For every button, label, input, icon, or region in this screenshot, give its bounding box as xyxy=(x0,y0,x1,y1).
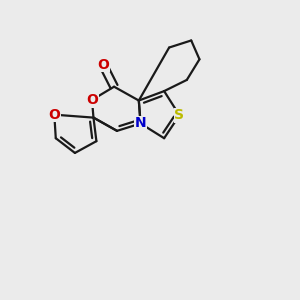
Text: S: S xyxy=(174,108,184,122)
Text: O: O xyxy=(86,93,98,107)
Text: O: O xyxy=(48,108,60,122)
Text: O: O xyxy=(97,58,109,72)
Text: N: N xyxy=(135,116,146,130)
